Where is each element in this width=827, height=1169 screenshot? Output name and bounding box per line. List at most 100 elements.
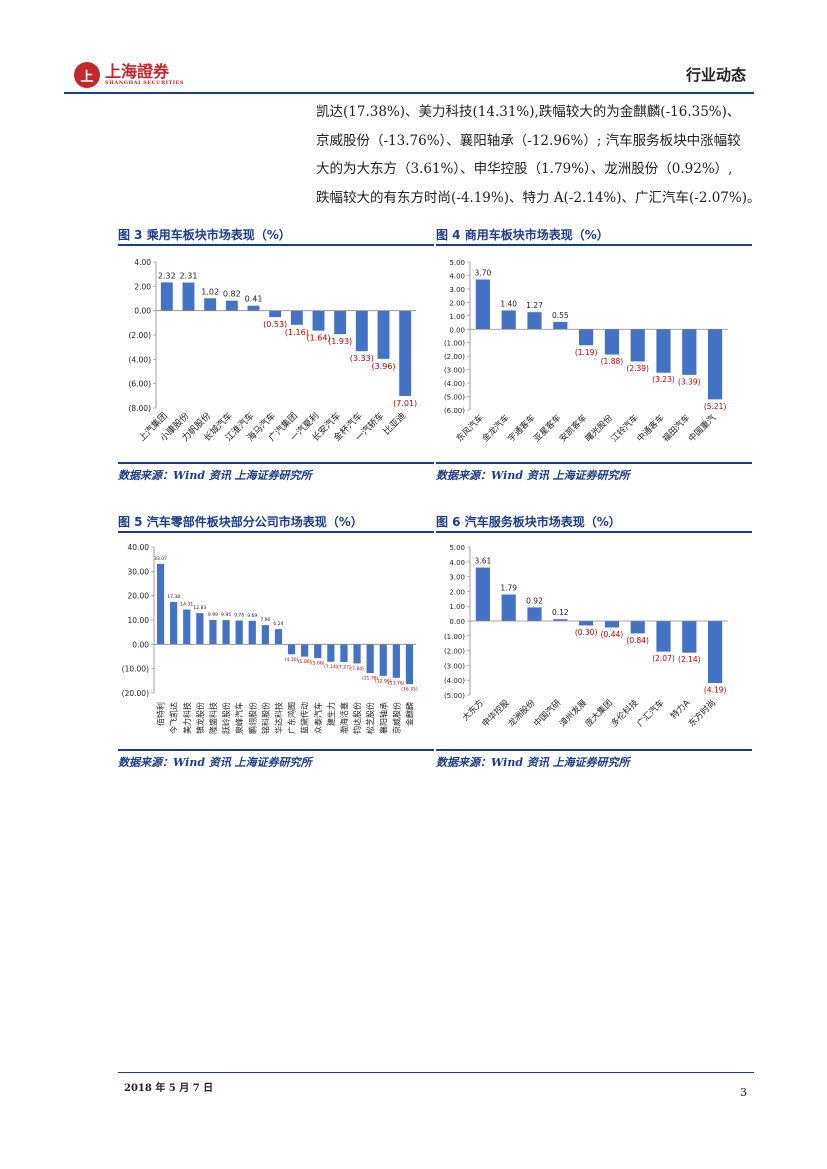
bar bbox=[312, 310, 325, 331]
page-number: 3 bbox=[740, 1086, 747, 1099]
bar bbox=[399, 310, 412, 396]
data-label: (2.39) bbox=[626, 364, 649, 373]
y-tick-label: 0.00 bbox=[132, 640, 149, 649]
y-tick-label: 30.00 bbox=[128, 567, 150, 576]
category-label: 渤海活塞 bbox=[339, 702, 349, 734]
data-label: 9.95 bbox=[221, 612, 231, 618]
figure-3: 图 3 乘用车板块市场表现（%） 4.00 2.00 0.00 (2.00) (4.00… bbox=[118, 226, 434, 486]
category-label: 广东鸿图 bbox=[287, 702, 297, 734]
bar bbox=[630, 329, 645, 362]
body-line: 大的为大东方（3.61%）、申华控股（1.79%）、龙洲股份（0.92%）, bbox=[316, 161, 733, 177]
bar bbox=[405, 644, 414, 685]
figure-title: 图 4 商用车板块市场表现（%） bbox=[436, 228, 609, 242]
y-tick-label: 3.00 bbox=[449, 574, 465, 582]
figure-5: 图 5 汽车零部件板块部分公司市场表现（%） 40.00 30.00 20.00 10… bbox=[118, 513, 434, 773]
y-tick-label: 2.00 bbox=[134, 282, 151, 291]
data-label: 0.12 bbox=[552, 608, 569, 617]
bar bbox=[475, 279, 490, 330]
category-label: 佰特利 bbox=[156, 702, 166, 726]
data-label: (2.07) bbox=[652, 654, 675, 663]
y-tick-label: 4.00 bbox=[134, 258, 151, 267]
bar bbox=[527, 312, 542, 330]
logo-mark-icon: 上 bbox=[74, 62, 100, 88]
bar bbox=[235, 620, 243, 645]
company-logo: 上 上海證券 SHANGHAI SECURITIES bbox=[74, 60, 184, 90]
y-tick-label: 5.00 bbox=[449, 259, 465, 267]
data-label: (12.96) bbox=[375, 678, 392, 684]
data-label: 6.24 bbox=[273, 621, 283, 627]
data-label: 1.79 bbox=[500, 584, 517, 593]
category-label: 鹏翎股份 bbox=[247, 702, 257, 734]
y-tick-label: 4.00 bbox=[449, 272, 465, 280]
category-label: 京威股份 bbox=[391, 702, 401, 734]
bar bbox=[196, 613, 204, 645]
bar-chart: 4.00 2.00 0.00 (2.00) (4.00) (6.00) (8.00) 2.32… bbox=[128, 258, 417, 444]
data-label: 9.69 bbox=[247, 613, 257, 619]
bar bbox=[261, 625, 269, 645]
bar bbox=[160, 282, 173, 311]
bar bbox=[287, 644, 296, 655]
bar bbox=[209, 620, 217, 645]
category-label: 中国汽研 bbox=[531, 697, 563, 729]
y-tick-label: (4.00) bbox=[128, 355, 151, 364]
data-label: 3.70 bbox=[475, 268, 492, 277]
bar bbox=[314, 644, 322, 659]
y-tick-label: (10.00) bbox=[122, 665, 149, 674]
y-tick-label: (5.00) bbox=[444, 692, 465, 700]
bar bbox=[604, 621, 619, 628]
bar bbox=[501, 310, 516, 330]
logo-subtitle: SHANGHAI SECURITIES bbox=[105, 80, 184, 86]
category-label: 多伦科技 bbox=[609, 697, 641, 729]
data-label: (4.19) bbox=[704, 686, 727, 695]
bar bbox=[248, 620, 256, 645]
y-tick-label: 20.00 bbox=[128, 592, 150, 601]
bar bbox=[656, 621, 671, 652]
data-label: (13.76) bbox=[388, 680, 405, 686]
category-label: 华达科技 bbox=[273, 702, 283, 734]
bar-chart: 40.00 30.00 20.00 10.00 0.00 (10.00) (20.00) 33… bbox=[122, 543, 418, 734]
data-label: (1.88) bbox=[601, 357, 624, 366]
data-label: (0.44) bbox=[601, 630, 624, 639]
y-tick-label: 5.00 bbox=[449, 544, 465, 552]
data-label: (3.33) bbox=[350, 354, 374, 363]
category-label: 申华控股 bbox=[480, 697, 512, 729]
bar bbox=[274, 629, 283, 645]
bar bbox=[183, 609, 191, 645]
bar-chart: 5.00 4.00 3.00 2.00 1.00 0.00 (1.00) (2.00) (3.0… bbox=[444, 544, 728, 729]
data-label: (0.30) bbox=[575, 628, 598, 637]
figure-title: 图 5 汽车零部件板块部分公司市场表现（%） bbox=[118, 515, 363, 529]
data-label: 9.78 bbox=[234, 613, 244, 619]
bar bbox=[290, 310, 303, 325]
header-divider bbox=[64, 92, 754, 94]
category-label: 比亚迪 bbox=[381, 410, 409, 438]
data-label: (1.16) bbox=[285, 328, 309, 337]
category-label: 宇通客车 bbox=[506, 412, 538, 444]
logo-text: 上海證券 SHANGHAI SECURITIES bbox=[105, 64, 184, 87]
category-label: 安凯客车 bbox=[557, 412, 589, 444]
bar bbox=[392, 644, 400, 678]
figure-source: 数据来源：Wind 资讯 上海证券研究所 bbox=[436, 469, 630, 482]
bar bbox=[247, 305, 260, 311]
category-label: 特力A bbox=[668, 697, 692, 721]
figure-title-rule bbox=[436, 244, 752, 246]
body-line: 跌幅较大的有东方时尚(-4.19%)、特力 A(-2.14%)、广汇汽车(-2.… bbox=[316, 189, 761, 206]
y-tick-label: 10.00 bbox=[128, 616, 150, 625]
bar bbox=[501, 594, 516, 621]
y-tick-label: 2.00 bbox=[449, 299, 465, 307]
bar bbox=[553, 321, 568, 330]
data-label: 2.32 bbox=[158, 271, 176, 280]
category-label: 众泰汽车 bbox=[313, 702, 323, 734]
data-label: 17.38 bbox=[167, 594, 180, 600]
bar bbox=[527, 607, 542, 621]
footer-date: 2018 年 5 月 7 日 bbox=[124, 1083, 214, 1094]
y-tick-label: (1.00) bbox=[444, 340, 465, 348]
bar bbox=[682, 329, 697, 375]
category-label: 美力科技 bbox=[182, 702, 192, 734]
bar bbox=[327, 644, 335, 662]
data-label: 12.83 bbox=[193, 605, 206, 611]
category-label: 龙洲股份 bbox=[506, 697, 538, 729]
y-tick-label: (1.00) bbox=[444, 633, 465, 641]
bar bbox=[355, 310, 368, 352]
body-line: 凯达(17.38%)、美力科技(14.31%),跌幅较大的为金麒麟(-16.35… bbox=[316, 104, 741, 120]
figure-title-rule bbox=[118, 531, 434, 533]
